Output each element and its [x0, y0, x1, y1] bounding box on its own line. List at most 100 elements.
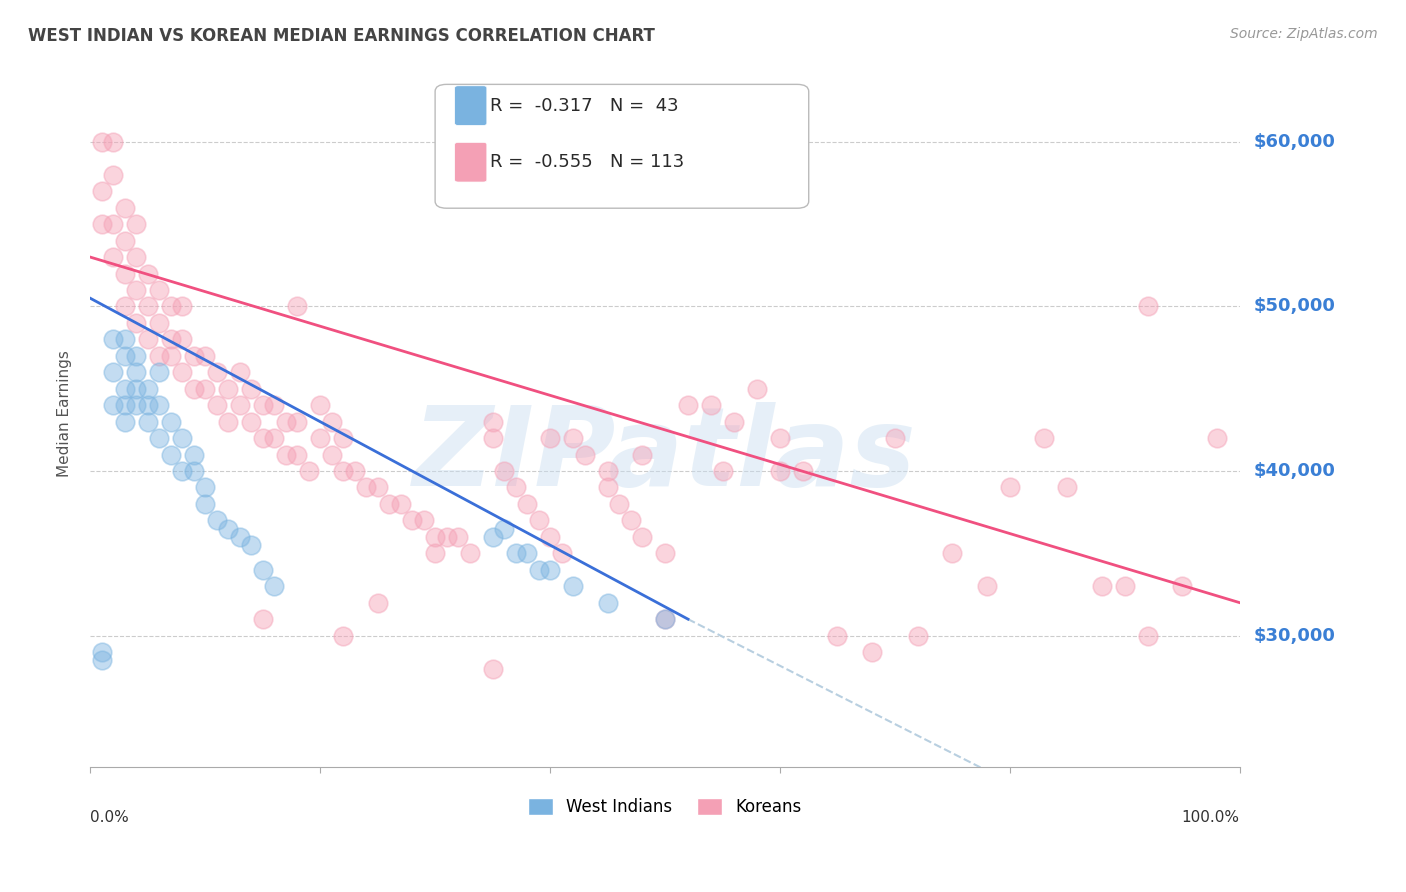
Point — [1114, 579, 1136, 593]
Point — [240, 538, 263, 552]
Point — [505, 546, 527, 560]
Point — [114, 300, 136, 314]
Point — [114, 349, 136, 363]
Point — [159, 349, 181, 363]
Text: $50,000: $50,000 — [1254, 297, 1336, 316]
Point — [205, 398, 228, 412]
Point — [136, 398, 159, 412]
Text: R =  -0.317   N =  43: R = -0.317 N = 43 — [491, 96, 679, 114]
Point — [367, 481, 389, 495]
Point — [596, 464, 619, 478]
Point — [205, 513, 228, 527]
FancyBboxPatch shape — [434, 85, 808, 208]
Point — [676, 398, 699, 412]
Point — [332, 431, 354, 445]
Point — [183, 448, 205, 462]
Text: WEST INDIAN VS KOREAN MEDIAN EARNINGS CORRELATION CHART: WEST INDIAN VS KOREAN MEDIAN EARNINGS CO… — [28, 27, 655, 45]
Point — [159, 448, 181, 462]
Point — [228, 530, 250, 544]
Point — [125, 398, 148, 412]
Point — [125, 316, 148, 330]
Y-axis label: Median Earnings: Median Earnings — [58, 350, 72, 477]
Point — [194, 497, 217, 511]
Point — [252, 431, 274, 445]
Point — [723, 415, 745, 429]
Point — [103, 135, 125, 149]
Point — [1136, 629, 1159, 643]
Point — [458, 546, 481, 560]
Point — [516, 546, 538, 560]
Point — [378, 497, 401, 511]
Text: $60,000: $60,000 — [1254, 133, 1336, 151]
Point — [1056, 481, 1078, 495]
Point — [343, 464, 366, 478]
Point — [285, 448, 308, 462]
Point — [148, 365, 170, 379]
Point — [907, 629, 929, 643]
Point — [298, 464, 321, 478]
Point — [240, 415, 263, 429]
Point — [114, 382, 136, 396]
Point — [976, 579, 998, 593]
Text: ZIPatlas: ZIPatlas — [413, 402, 917, 509]
Point — [562, 579, 585, 593]
Point — [263, 398, 285, 412]
Point — [827, 629, 849, 643]
Point — [481, 431, 503, 445]
Point — [148, 283, 170, 297]
Text: R =  -0.555   N = 113: R = -0.555 N = 113 — [491, 153, 685, 171]
Point — [125, 250, 148, 264]
FancyBboxPatch shape — [454, 143, 486, 182]
Point — [114, 234, 136, 248]
Point — [172, 365, 194, 379]
Point — [494, 522, 516, 536]
Point — [125, 283, 148, 297]
Point — [125, 365, 148, 379]
Point — [1136, 300, 1159, 314]
Text: Source: ZipAtlas.com: Source: ZipAtlas.com — [1230, 27, 1378, 41]
Point — [103, 332, 125, 346]
Point — [194, 382, 217, 396]
Point — [654, 546, 676, 560]
Text: 100.0%: 100.0% — [1182, 810, 1240, 825]
Point — [447, 530, 470, 544]
Point — [148, 349, 170, 363]
Point — [205, 365, 228, 379]
Point — [217, 522, 239, 536]
Point — [148, 398, 170, 412]
Legend: West Indians, Koreans: West Indians, Koreans — [522, 791, 808, 822]
Point — [90, 135, 112, 149]
Point — [159, 415, 181, 429]
Point — [1205, 431, 1227, 445]
Point — [309, 431, 332, 445]
Point — [90, 645, 112, 659]
Point — [423, 530, 446, 544]
Point — [607, 497, 630, 511]
Point — [481, 415, 503, 429]
Point — [596, 596, 619, 610]
Point — [574, 448, 596, 462]
Point — [194, 349, 217, 363]
Point — [285, 300, 308, 314]
Point — [103, 365, 125, 379]
Point — [941, 546, 963, 560]
Point — [332, 629, 354, 643]
Point — [860, 645, 883, 659]
Point — [538, 530, 561, 544]
Point — [252, 398, 274, 412]
Point — [596, 481, 619, 495]
Point — [103, 168, 125, 182]
FancyBboxPatch shape — [454, 86, 486, 126]
Point — [321, 415, 343, 429]
Point — [412, 513, 434, 527]
Point — [183, 382, 205, 396]
Point — [481, 661, 503, 675]
Point — [114, 332, 136, 346]
Point — [792, 464, 814, 478]
Point — [252, 563, 274, 577]
Point — [309, 398, 332, 412]
Point — [217, 415, 239, 429]
Point — [159, 332, 181, 346]
Point — [745, 382, 768, 396]
Point — [481, 530, 503, 544]
